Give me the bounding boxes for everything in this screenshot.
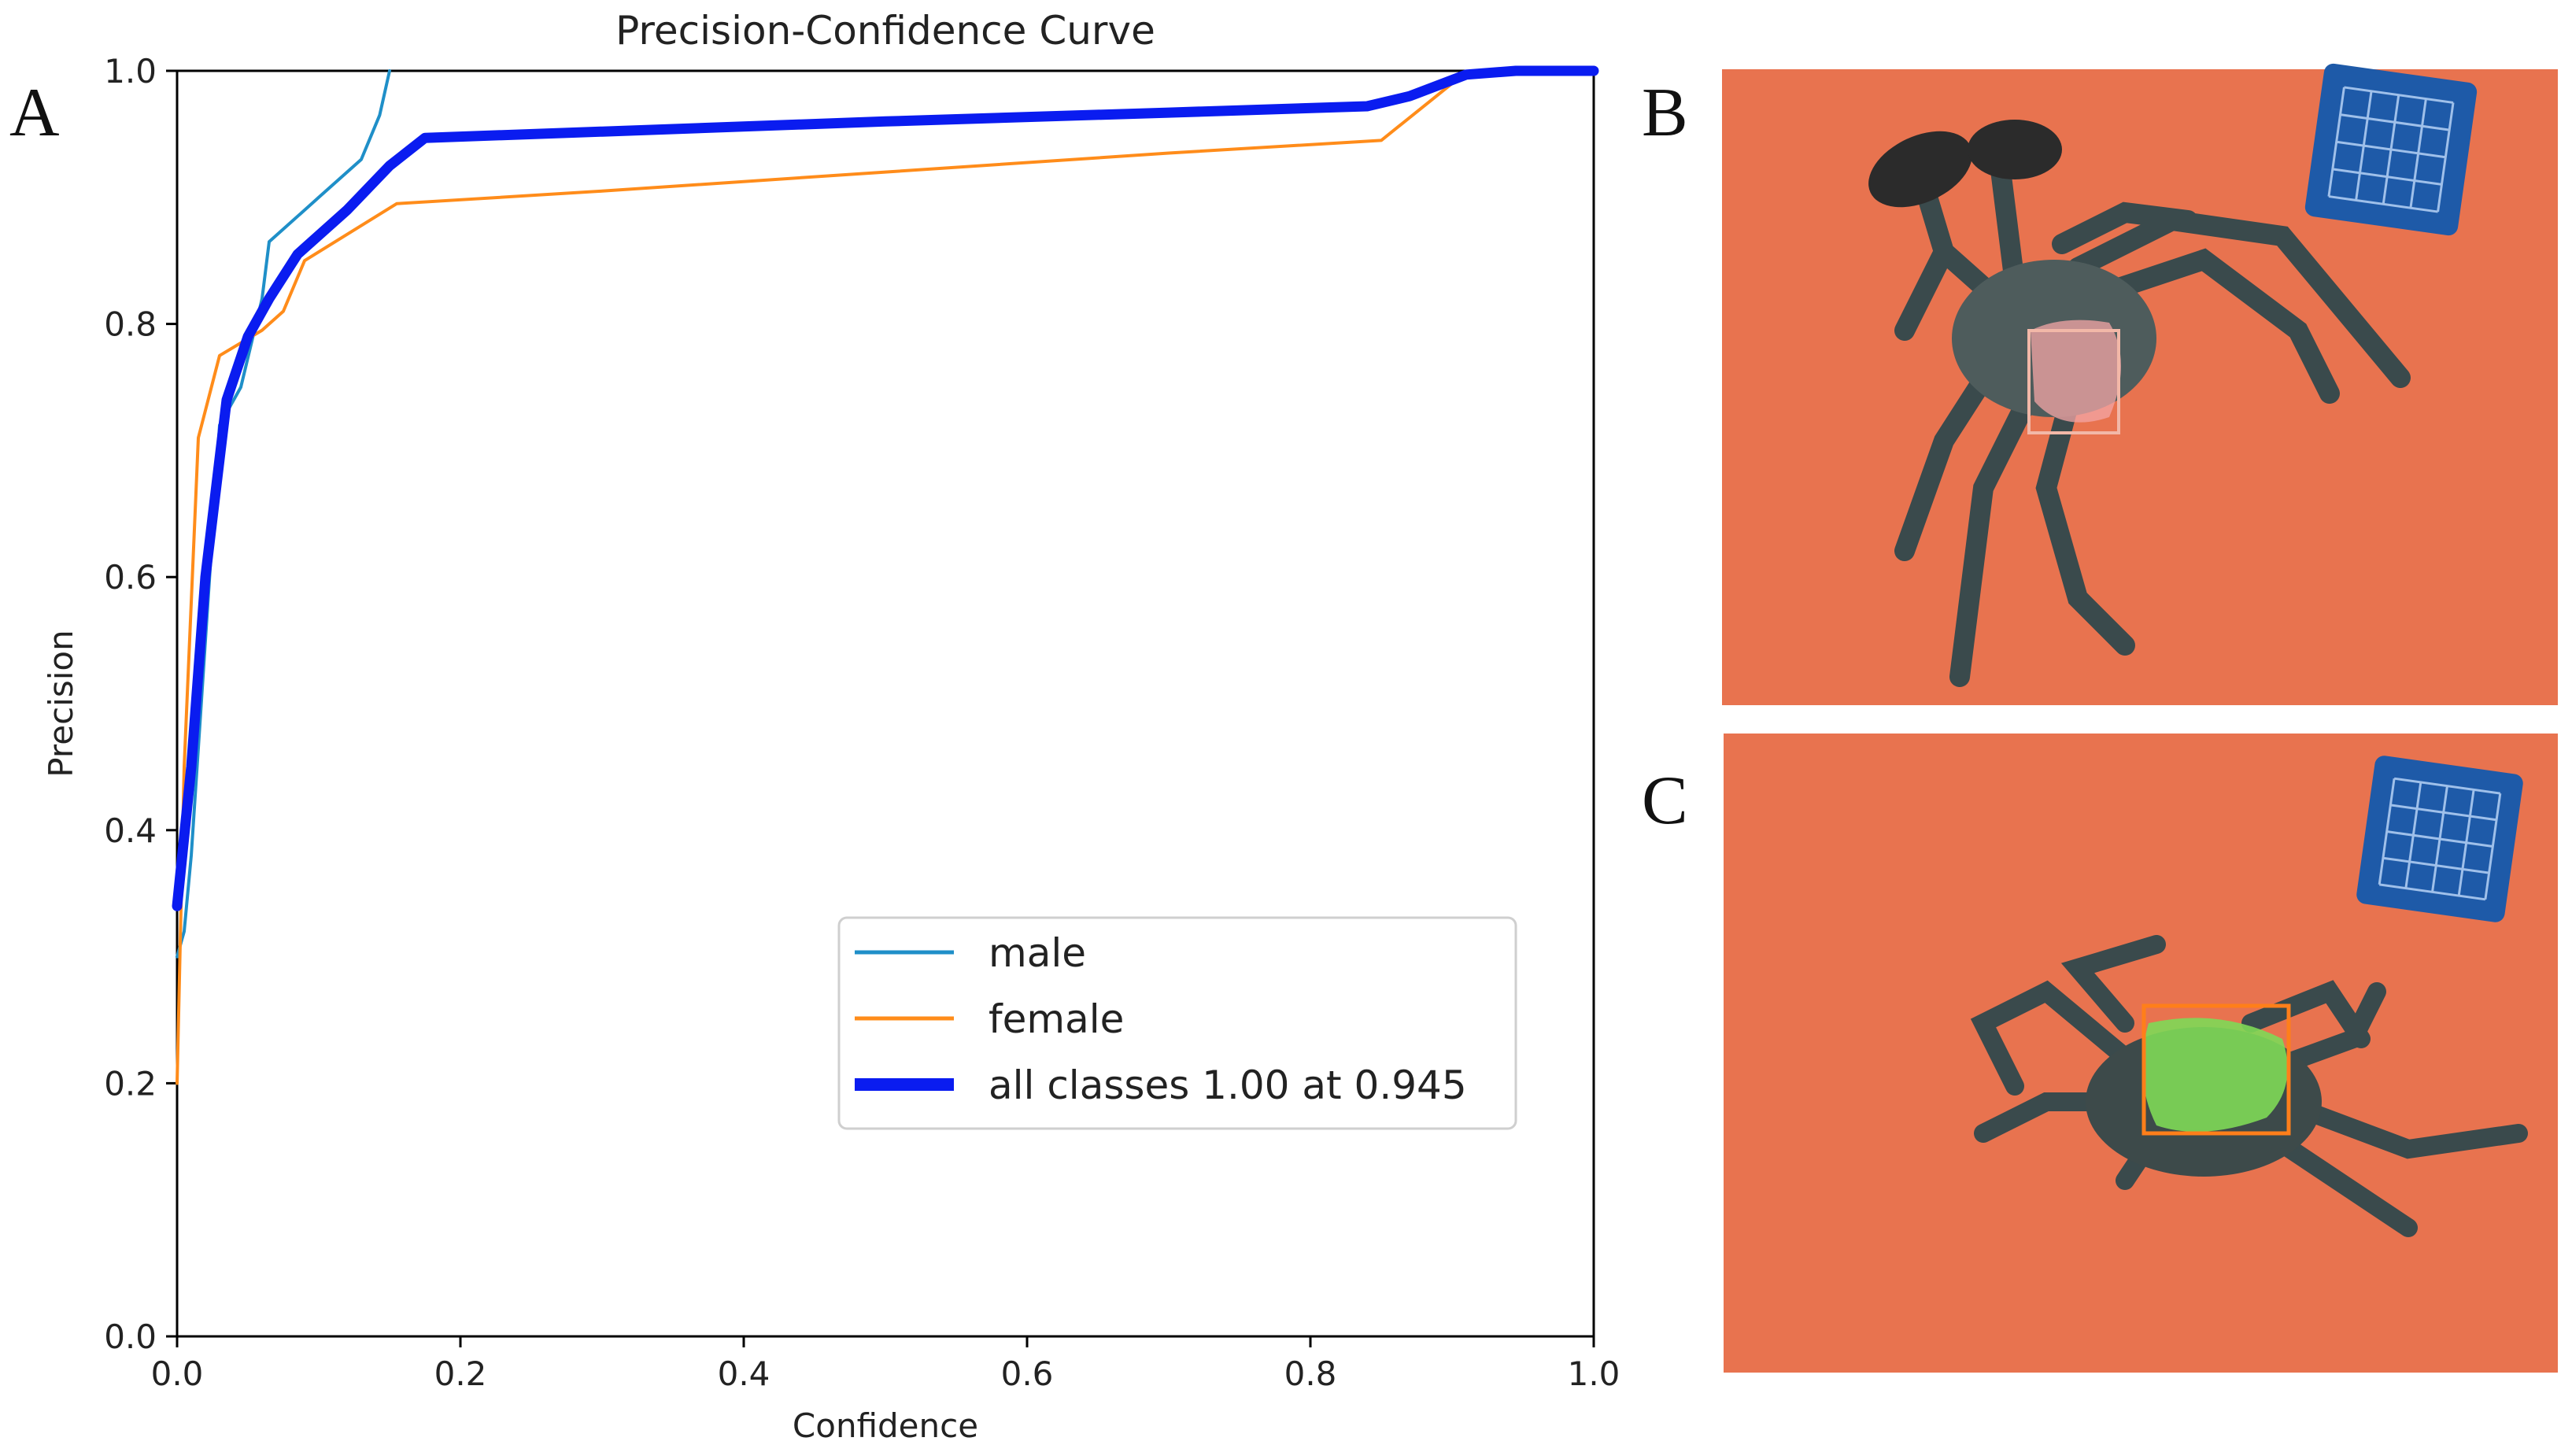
detection-box-b xyxy=(2027,329,2120,434)
y-tick-label: 0.6 xyxy=(104,558,157,597)
x-tick-label: 0.6 xyxy=(1001,1354,1054,1393)
axis-ticks: 0.0 0.2 0.4 0.6 0.8 1.0 0.0 0.2 0.4 0.6 0.8 1.0 xyxy=(104,52,1620,1393)
legend-label-male: male xyxy=(989,930,1086,976)
chart-title: Precision-Confidence Curve xyxy=(615,8,1155,54)
y-tick-label: 0.0 xyxy=(104,1317,157,1356)
segment-mask-c xyxy=(2142,1018,2288,1132)
x-tick-label: 0.2 xyxy=(434,1354,487,1393)
y-tick-label: 0.4 xyxy=(104,811,157,850)
calibration-board-c xyxy=(2356,756,2523,922)
x-axis-title: Confidence xyxy=(793,1406,978,1445)
series-lines xyxy=(172,65,1599,1085)
precision-confidence-chart: Precision-Confidence Curve 0.0 0.2 0.4 0.6 0… xyxy=(42,8,1620,1445)
y-tick-label: 1.0 xyxy=(104,52,157,91)
y-axis-title: Precision xyxy=(42,630,80,777)
panel-label-a: A xyxy=(9,75,60,151)
x-tick-label: 1.0 xyxy=(1568,1354,1620,1393)
segment-mask-b xyxy=(2031,320,2121,423)
series-line-female xyxy=(176,69,1595,1085)
x-tick-label: 0.4 xyxy=(718,1354,770,1393)
detection-box-c xyxy=(2141,1003,2291,1136)
legend-label-all: all classes 1.00 at 0.945 xyxy=(989,1062,1467,1108)
photo-c xyxy=(1724,734,2558,1373)
photo-b xyxy=(1722,63,2558,705)
panel-label-c: C xyxy=(1642,763,1688,839)
legend-box xyxy=(837,916,1517,1130)
x-tick-label: 0.8 xyxy=(1284,1354,1337,1393)
legend-label-female: female xyxy=(989,996,1124,1042)
calibration-board-b xyxy=(2304,63,2478,236)
x-tick-label: 0.0 xyxy=(151,1354,204,1393)
series-line-male xyxy=(176,69,391,959)
legend: male female all classes 1.00 at 0.945 xyxy=(837,916,1517,1130)
plot-frame xyxy=(176,69,1595,1338)
y-tick-label: 0.2 xyxy=(104,1064,157,1103)
series-line-all xyxy=(172,65,1599,911)
panel-label-b: B xyxy=(1642,75,1688,151)
y-tick-label: 0.8 xyxy=(104,305,157,344)
